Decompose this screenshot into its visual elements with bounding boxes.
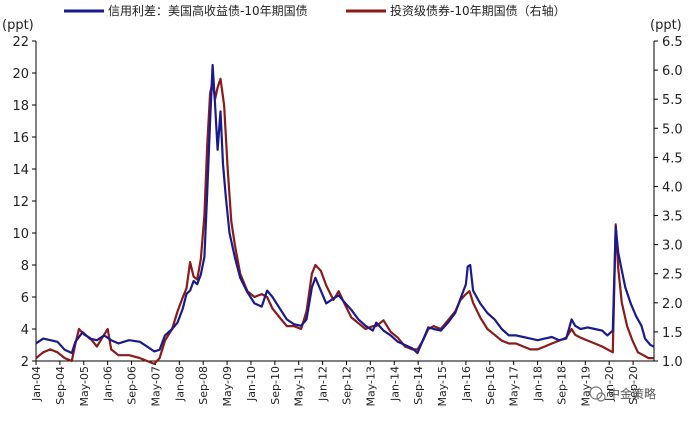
left-tick-label: 16	[12, 131, 29, 146]
left-tick-label: 4	[21, 323, 29, 338]
left-tick-label: 14	[12, 163, 29, 178]
watermark-text: 中金策略	[608, 386, 656, 401]
right-tick-label: 2.5	[662, 268, 683, 283]
right-tick-label: 3.0	[662, 239, 683, 254]
left-tick-label: 10	[12, 227, 29, 242]
right-tick-label: 2.0	[662, 297, 683, 312]
x-tick-label: Sep-06	[126, 366, 139, 405]
x-tick-label: Sep-04	[54, 366, 67, 405]
x-tick-label: Sep-20	[627, 366, 640, 405]
left-tick-label: 8	[21, 259, 29, 274]
x-tick-label: Sep-16	[484, 366, 497, 405]
x-tick-label: Jan-20	[603, 366, 616, 402]
legend-label-series-0: 信用利差：美国高收益债-10年期国债	[108, 3, 308, 18]
x-tick-label: Sep-08	[197, 366, 210, 405]
series-line-investment-grade	[35, 77, 654, 365]
x-tick-label: Sep-14	[412, 366, 425, 405]
x-tick-label: Sep-10	[269, 366, 282, 405]
right-tick-label: 5.5	[662, 93, 683, 108]
x-tick-label: May-13	[364, 366, 377, 407]
left-axis-ticks: 2 4 6 8 10 12 14 16 18 20 22	[12, 35, 36, 370]
right-axis-ticks: 1.0 1.5 2.0 2.5 3.0 3.5 4.0 4.5 5.0 5.5 6.0 6.5	[654, 35, 683, 370]
left-tick-label: 22	[12, 35, 29, 50]
x-tick-label: May-17	[508, 366, 521, 407]
series-line-high-yield	[35, 63, 655, 355]
right-axis-unit: (ppt)	[650, 18, 682, 33]
right-tick-label: 1.5	[662, 326, 683, 341]
left-tick-label: 18	[12, 99, 29, 114]
x-tick-label: Jan-10	[245, 366, 258, 402]
x-tick-label: May-15	[436, 366, 449, 407]
left-axis-unit: (ppt)	[2, 18, 34, 33]
legend-label-series-1: 投资级债券-10年期国债（右轴）	[390, 3, 566, 18]
left-tick-label: 20	[12, 67, 29, 82]
x-tick-label: May-19	[579, 366, 592, 407]
x-tick-label: Jan-14	[388, 366, 401, 402]
legend: 信用利差：美国高收益债-10年期国债 投资级债券-10年期国债（右轴）	[64, 3, 566, 18]
x-tick-label: Jan-04	[30, 366, 43, 402]
x-tick-label: Jan-06	[102, 366, 115, 402]
x-axis-ticks: Jan-04 Sep-04 May-05 Jan-06 Sep-06 May-07 Jan-…	[30, 361, 640, 407]
x-tick-label: Jan-18	[532, 366, 545, 402]
right-tick-label: 4.5	[662, 151, 683, 166]
watermark: 中金策略	[589, 386, 656, 402]
right-tick-label: 1.0	[662, 355, 683, 370]
left-tick-label: 12	[12, 195, 29, 210]
x-tick-label: Jan-16	[460, 366, 473, 402]
x-tick-label: May-05	[78, 366, 91, 407]
x-tick-label: May-11	[293, 366, 306, 407]
right-tick-label: 4.0	[662, 180, 683, 195]
right-tick-label: 6.0	[662, 64, 683, 79]
left-tick-label: 6	[21, 291, 29, 306]
wechat-icon-dot	[596, 392, 606, 402]
right-tick-label: 6.5	[662, 35, 683, 50]
x-tick-label: Sep-18	[555, 366, 568, 405]
right-tick-label: 5.0	[662, 122, 683, 137]
x-tick-label: Jan-08	[173, 366, 186, 402]
x-tick-label: Sep-12	[341, 366, 354, 405]
left-tick-label: 2	[21, 355, 29, 370]
x-tick-label: May-09	[221, 366, 234, 407]
x-tick-label: May-07	[149, 366, 162, 407]
x-tick-label: Jan-12	[317, 366, 330, 402]
right-tick-label: 3.5	[662, 210, 683, 225]
plot-area	[35, 41, 655, 362]
